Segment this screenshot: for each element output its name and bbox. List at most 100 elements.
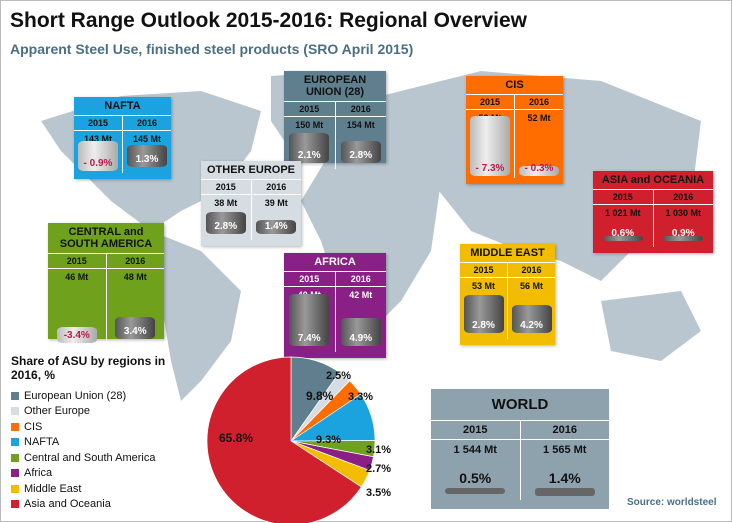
pie-label: 2.5% xyxy=(326,370,352,382)
legend-swatch xyxy=(11,453,19,462)
cylinder-icon: 2.8% xyxy=(340,141,381,163)
growth-2016: 4.2% xyxy=(520,320,543,331)
disc-icon xyxy=(445,488,506,494)
legend-label: Central and South America xyxy=(24,451,156,464)
growth-2015: - 7.3% xyxy=(475,163,505,174)
pie-legend: Share of ASU by regions in 2016, % Europ… xyxy=(11,354,181,512)
growth-2016: 1.4% xyxy=(264,221,288,232)
region-name: CIS xyxy=(466,76,563,95)
year-2016: 2016 xyxy=(528,97,550,107)
legend-item: Central and South America xyxy=(11,450,181,466)
legend-item: Asia and Oceania xyxy=(11,497,181,513)
region-name: CENTRAL and SOUTH AMERICA xyxy=(48,223,164,254)
growth-2016: 0.9% xyxy=(671,228,695,239)
year-2015: 2015 xyxy=(48,254,107,268)
value-2015: 143 Mt xyxy=(83,134,112,144)
region-box-me: MIDDLE EAST 2015 2016 53 Mt 2.8% 56 Mt 4.2… xyxy=(460,244,555,345)
region-box-oe: OTHER EUROPE 2015 2016 38 Mt 2.8% 39 Mt 1.… xyxy=(201,161,301,246)
year-2016: 2016 xyxy=(350,274,371,284)
legend-label: Africa xyxy=(24,467,53,480)
region-name: AFRICA xyxy=(284,253,386,272)
year-2016: 2016 xyxy=(521,265,542,275)
cylinder-icon: - 7.3% xyxy=(470,116,510,176)
year-2015: 2015 xyxy=(593,190,654,204)
year-2016: 2016 xyxy=(136,118,158,128)
world-value-2015: 1 544 Mt xyxy=(453,444,497,456)
pie-label: 9.3% xyxy=(316,434,342,446)
legend-item: European Union (28) xyxy=(11,388,181,404)
region-name: OTHER EUROPE xyxy=(201,161,301,180)
value-2015: 1 021 Mt xyxy=(604,208,641,218)
growth-2015: 7.4% xyxy=(297,333,321,344)
legend-swatch xyxy=(11,469,19,478)
year-2016: 2016 xyxy=(350,104,371,114)
region-name: MIDDLE EAST xyxy=(460,244,555,263)
growth-2015: 2.1% xyxy=(297,150,321,161)
cylinder-icon: -3.4% xyxy=(56,327,97,343)
region-box-nafta: NAFTA 2015 2016 143 Mt - 0.9% 145 Mt 1.3% xyxy=(74,97,171,179)
pie-label: 9.8% xyxy=(306,389,334,403)
legend-label: CIS xyxy=(24,420,43,433)
value-2016: 52 Mt xyxy=(527,113,551,123)
growth-2015: 2.8% xyxy=(472,320,495,331)
region-name: NAFTA xyxy=(74,97,171,116)
legend-swatch xyxy=(11,391,19,400)
growth-2015: - 0.9% xyxy=(83,158,113,169)
cylinder-icon: 0.9% xyxy=(663,228,704,241)
page-title: Short Range Outlook 2015-2016: Regional … xyxy=(10,9,527,32)
legend-item: Africa xyxy=(11,466,181,482)
cylinder-icon: 2.1% xyxy=(289,133,330,163)
year-2015: 2015 xyxy=(74,116,123,130)
cylinder-icon: - 0.9% xyxy=(78,141,118,171)
world-year-2016: 2016 xyxy=(552,424,577,436)
pie-label: 3.1% xyxy=(366,444,392,456)
region-box-eu: EUROPEAN UNION (28) 2015 2016 150 Mt 2.1%… xyxy=(284,71,386,169)
cylinder-icon: 7.4% xyxy=(289,294,330,346)
legend-swatch xyxy=(11,484,19,493)
cylinder-icon: 1.4% xyxy=(256,220,297,234)
legend-label: Middle East xyxy=(24,482,82,495)
value-2015: 46 Mt xyxy=(65,272,89,282)
world-value-2016: 1 565 Mt xyxy=(543,444,587,456)
legend-item: NAFTA xyxy=(11,435,181,451)
value-2016: 42 Mt xyxy=(349,290,373,300)
growth-2016: - 0.3% xyxy=(524,163,554,174)
page-subtitle: Apparent Steel Use, finished steel produ… xyxy=(10,41,414,57)
legend-swatch xyxy=(11,422,19,431)
pie-title: Share of ASU by regions in 2016, % xyxy=(11,354,166,382)
cylinder-icon: 2.8% xyxy=(463,295,504,333)
legend-swatch xyxy=(11,407,19,416)
value-2015: 38 Mt xyxy=(214,198,238,208)
source-note: Source: worldsteel xyxy=(627,497,717,508)
year-2015: 2015 xyxy=(201,180,252,194)
growth-2016: 2.8% xyxy=(349,150,373,161)
value-2015: 150 Mt xyxy=(295,120,324,130)
world-growth-2016: 1.4% xyxy=(548,470,581,486)
cylinder-icon: 4.9% xyxy=(340,318,381,346)
world-growth-2015: 0.5% xyxy=(459,470,492,486)
region-name: EUROPEAN UNION (28) xyxy=(284,71,386,102)
pie-label: 2.7% xyxy=(366,463,392,475)
legend-item: Middle East xyxy=(11,481,181,497)
value-2016: 48 Mt xyxy=(123,272,147,282)
growth-2015: 2.8% xyxy=(214,221,238,232)
year-2016: 2016 xyxy=(125,256,146,266)
pie-label: 65.8% xyxy=(219,431,254,445)
region-box-csa: CENTRAL and SOUTH AMERICA 2015 2016 46 Mt… xyxy=(48,223,164,345)
cylinder-icon: 4.2% xyxy=(511,305,552,333)
pie-label: 3.3% xyxy=(348,391,374,403)
cylinder-icon: - 0.3% xyxy=(519,163,559,176)
growth-2016: 4.9% xyxy=(349,333,373,344)
value-2016: 39 Mt xyxy=(264,198,288,208)
year-2015: 2015 xyxy=(284,102,336,116)
value-2016: 56 Mt xyxy=(519,281,543,291)
legend-label: NAFTA xyxy=(24,436,60,449)
year-2015: 2015 xyxy=(466,95,515,109)
value-2015: 53 Mt xyxy=(471,281,495,291)
cylinder-icon: 2.8% xyxy=(205,212,246,234)
legend-swatch xyxy=(11,500,19,509)
growth-2016: 3.4% xyxy=(123,326,147,337)
year-2015: 2015 xyxy=(460,263,508,277)
